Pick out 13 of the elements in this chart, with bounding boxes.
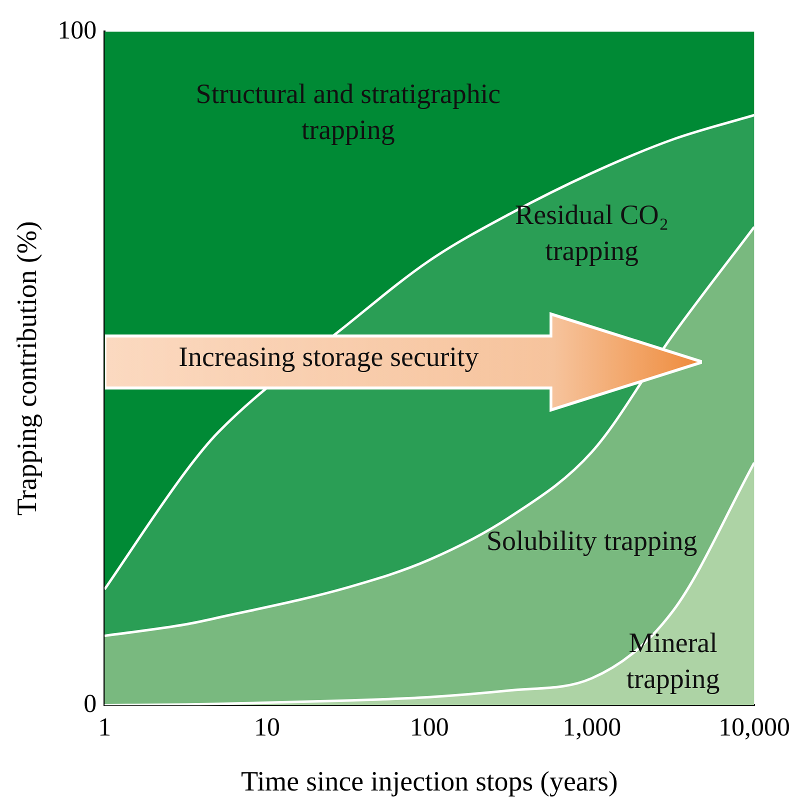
annotation: Increasing storage security [178, 342, 480, 374]
x-tick-label: 10 [254, 712, 280, 742]
x-tick-label: 1 [98, 712, 112, 742]
series-label: Residual CO₂ trapping [515, 200, 669, 267]
y-tick-label: 0 [84, 689, 97, 718]
x-axis-title: Time since injection stops (years) [240, 766, 618, 798]
series-label: Solubility trapping [486, 526, 698, 557]
x-tick-label: 100 [410, 712, 449, 742]
x-tick-label: 1,000 [562, 712, 622, 742]
series-label: Mineral trapping [626, 628, 720, 696]
y-axis-title: Trapping contribution (%) [12, 221, 44, 516]
x-tick-label: 10,000 [718, 712, 790, 742]
series-label: Structural and stratigraphic trapping [196, 78, 501, 146]
